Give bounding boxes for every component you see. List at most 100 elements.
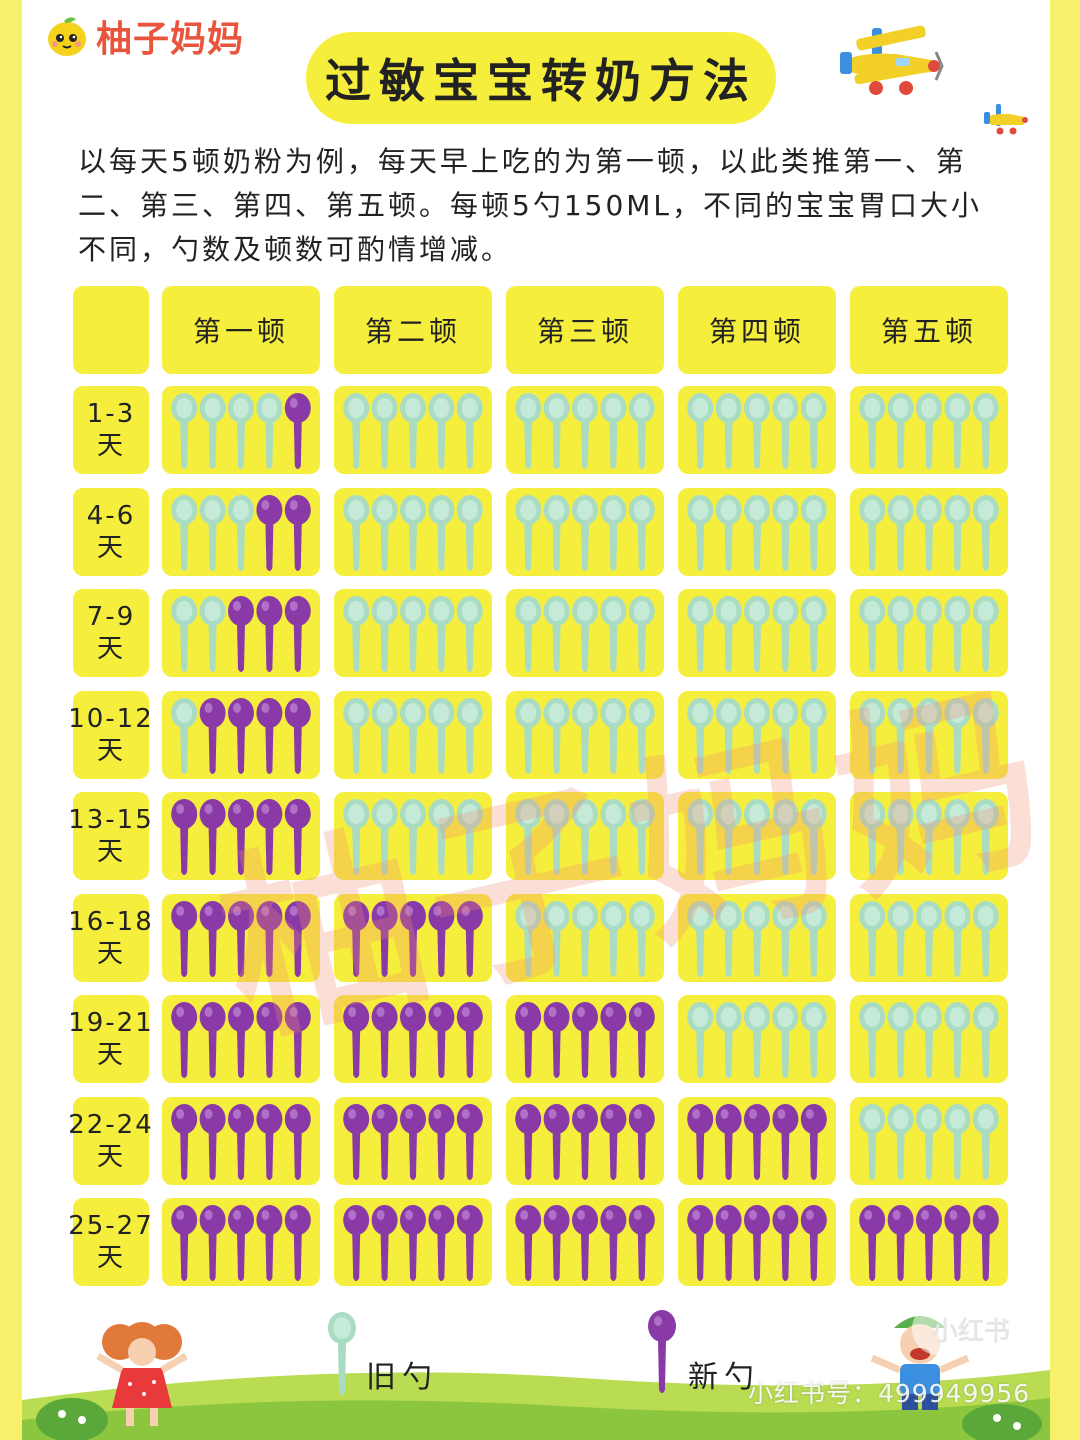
spoon-cell <box>334 691 492 779</box>
new-spoon-icon <box>428 901 455 977</box>
new-spoon-icon <box>400 901 426 977</box>
platform-account-id: 小红书号：499949956 <box>748 1379 1031 1408</box>
new-spoon-icon <box>572 1002 598 1078</box>
new-spoon-icon <box>428 1205 455 1281</box>
old-spoon-icon <box>428 495 455 571</box>
old-spoon-icon <box>972 495 999 571</box>
old-spoon-icon <box>972 698 999 774</box>
new-spoon-icon <box>171 799 198 875</box>
new-spoon-icon <box>256 1205 283 1281</box>
old-spoon-icon <box>687 901 714 977</box>
old-spoon-icon <box>371 698 398 774</box>
old-spoon-icon <box>744 495 770 571</box>
old-spoon-icon <box>371 393 398 469</box>
old-spoon-icon <box>887 1104 914 1180</box>
new-spoon-icon <box>972 1205 999 1281</box>
old-spoon-icon <box>171 495 198 571</box>
new-spoon-icon <box>256 495 283 571</box>
old-spoon-icon <box>944 698 971 774</box>
legend-new-label: 新勺 <box>688 1360 760 1395</box>
old-spoon-icon <box>744 901 770 977</box>
new-spoon-icon <box>256 901 283 977</box>
old-spoon-icon <box>428 799 455 875</box>
new-spoon-icon <box>744 1104 770 1180</box>
old-spoon-icon <box>859 596 886 672</box>
new-spoon-icon <box>456 1002 483 1078</box>
old-spoon-icon <box>628 799 655 875</box>
meal-header: 第三顿 <box>506 286 664 374</box>
old-spoon-icon <box>715 495 742 571</box>
day-range: 16-18 <box>68 907 154 937</box>
old-spoon-icon <box>543 799 570 875</box>
spoon-cell <box>162 386 320 474</box>
new-spoon-icon <box>859 1205 886 1281</box>
spoon-cell <box>850 589 1008 677</box>
old-spoon-icon <box>887 495 914 571</box>
spoon-cell <box>850 488 1008 576</box>
day-range-label: 13-15 天 <box>68 792 152 880</box>
old-spoon-icon <box>772 901 799 977</box>
old-spoon-icon <box>859 495 886 571</box>
new-spoon-icon <box>199 799 226 875</box>
new-spoon-icon <box>400 1104 426 1180</box>
old-spoon-icon <box>543 393 570 469</box>
platform-watermark-logo: 小红书 <box>912 1303 1030 1355</box>
old-spoon-icon <box>628 495 655 571</box>
old-spoon-icon <box>400 698 426 774</box>
old-spoon-icon <box>515 393 542 469</box>
day-unit: 天 <box>96 736 125 766</box>
old-spoon-icon <box>572 901 598 977</box>
new-spoon-icon <box>600 1205 627 1281</box>
spoon-cell <box>678 386 836 474</box>
day-range-label: 16-18 天 <box>68 894 152 982</box>
spoon-cell <box>334 995 492 1083</box>
old-spoon-icon <box>228 495 254 571</box>
new-spoon-icon <box>916 1205 942 1281</box>
spoon-cell <box>678 1198 836 1286</box>
old-spoon-icon <box>628 698 655 774</box>
new-spoon-icon <box>343 1205 370 1281</box>
old-spoon-icon <box>944 596 971 672</box>
old-spoon-icon <box>715 1002 742 1078</box>
old-spoon-icon <box>687 393 714 469</box>
old-spoon-icon <box>199 596 226 672</box>
airplane-icon <box>840 25 944 95</box>
new-spoon-icon <box>800 1104 827 1180</box>
spoon-cell <box>334 792 492 880</box>
old-spoon-icon <box>916 901 942 977</box>
new-spoon-icon <box>228 1002 254 1078</box>
old-spoon-icon <box>887 393 914 469</box>
meal-header: 第一顿 <box>162 286 320 374</box>
old-spoon-icon <box>456 698 483 774</box>
day-unit: 天 <box>96 431 125 461</box>
old-spoon-icon <box>456 393 483 469</box>
old-spoon-icon <box>400 799 426 875</box>
spoon-cell <box>506 488 664 576</box>
old-spoon-icon <box>456 596 483 672</box>
legend-old-label: 旧勺 <box>366 1360 438 1395</box>
new-spoon-icon <box>228 799 254 875</box>
new-spoon-icon <box>171 1205 198 1281</box>
new-spoon-icon <box>371 1205 398 1281</box>
spoon-cell <box>850 1198 1008 1286</box>
new-spoon-icon <box>772 1104 799 1180</box>
table-header-corner <box>73 286 149 374</box>
new-spoon-icon <box>199 1002 226 1078</box>
old-spoon-icon <box>428 698 455 774</box>
spoon-cell <box>334 386 492 474</box>
old-spoon-icon <box>772 596 799 672</box>
new-spoon-icon <box>887 1205 914 1281</box>
old-spoon-icon <box>859 393 886 469</box>
old-spoon-icon <box>715 393 742 469</box>
old-spoon-icon <box>600 495 627 571</box>
old-spoon-icon <box>171 393 198 469</box>
day-range-label: 4-6 天 <box>73 488 149 576</box>
new-spoon-icon <box>744 1205 770 1281</box>
spoon-cell <box>678 894 836 982</box>
old-spoon-icon <box>171 698 198 774</box>
new-spoon-icon <box>199 901 226 977</box>
new-spoon-icon <box>428 1104 455 1180</box>
day-unit: 天 <box>96 1040 125 1070</box>
old-spoon-icon <box>972 1104 999 1180</box>
day-unit: 天 <box>96 1243 125 1273</box>
